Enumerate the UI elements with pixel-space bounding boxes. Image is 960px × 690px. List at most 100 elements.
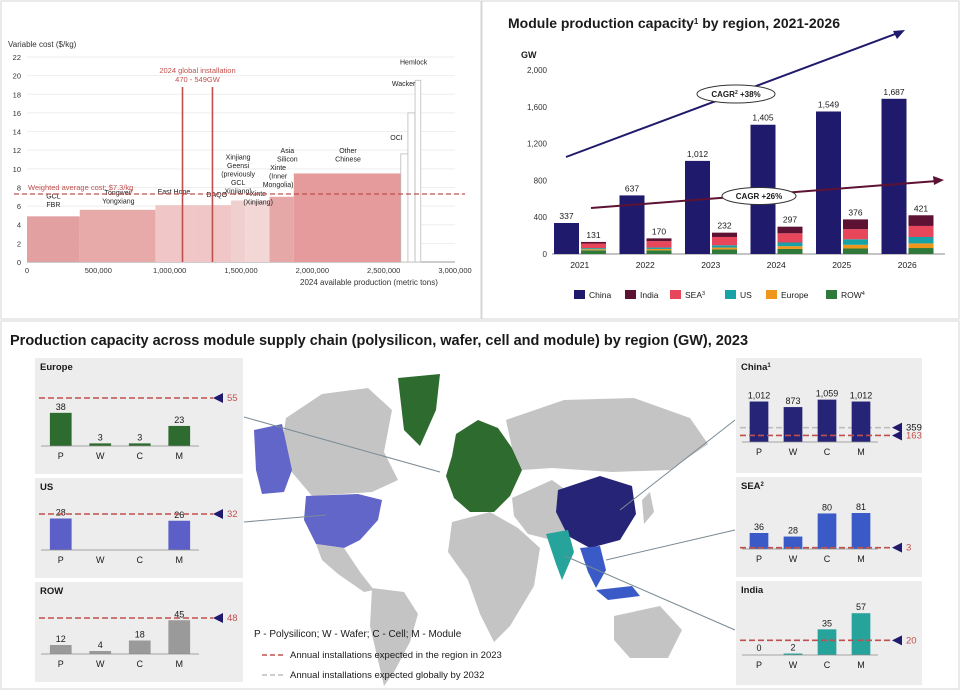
cost-segment-label: OCI <box>390 135 403 142</box>
others-stack-segment <box>581 241 606 244</box>
capacity-x-tick-label: 2022 <box>636 260 655 270</box>
legend-region-text: Annual installations expected in the reg… <box>290 650 502 661</box>
capacity-y-tick-label: 1,600 <box>527 103 548 112</box>
cost-y-axis-label: Variable cost ($/kg) <box>8 40 77 49</box>
cost-x-tick-label: 2,500,000 <box>367 266 400 275</box>
connector-india <box>564 555 736 631</box>
cost-segment <box>279 196 294 262</box>
others-stack-segment <box>843 239 868 245</box>
region-bar-label: 873 <box>785 396 800 406</box>
region-category-label: C <box>824 447 831 457</box>
region-bar <box>851 401 871 442</box>
legend-swatch <box>766 290 777 299</box>
region-bar <box>168 520 191 550</box>
others-stack-segment <box>712 249 737 254</box>
region-bar <box>49 645 72 654</box>
region-installations-label: 163 <box>906 430 922 441</box>
others-stack-segment <box>777 242 803 247</box>
region-bar <box>817 399 837 442</box>
region-category-label: M <box>176 555 184 565</box>
installations-marker-icon <box>213 613 223 623</box>
region-bar-label: 36 <box>754 522 764 532</box>
map-india <box>546 530 574 580</box>
others-total-label: 297 <box>783 215 797 225</box>
cost-segment-label: Asia Silicon <box>277 148 298 164</box>
china-bar-label: 1,012 <box>687 149 709 159</box>
china-bar-label: 1,405 <box>752 113 774 123</box>
capacity-y-tick-label: 2,000 <box>527 66 548 75</box>
others-stack-segment <box>908 243 934 249</box>
region-bar <box>49 412 72 446</box>
legend-label-text: ROW <box>841 290 862 300</box>
region-bar-label: 1,012 <box>850 391 873 401</box>
region-name-text: ROW <box>40 586 63 597</box>
cagr-china-tail: +38% <box>738 90 761 99</box>
region-installations-label: 32 <box>227 509 238 520</box>
others-stack-segment <box>843 248 868 254</box>
cost-segment <box>293 173 401 262</box>
region-bar-label: 81 <box>856 502 866 512</box>
cost-y-tick-label: 22 <box>13 53 21 62</box>
others-stack-segment <box>581 249 606 251</box>
region-category-label: M <box>176 451 184 461</box>
map-europe <box>446 420 522 512</box>
supply-chain-title: Production capacity across module supply… <box>10 333 748 349</box>
region-panels: Europe38P3W3C23M55US28PWC26M32ROW12P4W18… <box>35 358 922 685</box>
capacity-x-tick-label: 2023 <box>701 260 720 270</box>
others-stack-segment <box>646 248 672 251</box>
map-alaska <box>254 424 292 494</box>
cost-segment-label: DAQO <box>206 192 227 199</box>
region-category-label: M <box>857 660 865 670</box>
china-bar-label: 337 <box>559 211 573 221</box>
cost-y-tick-label: 10 <box>13 165 21 174</box>
map-south-america <box>370 588 418 686</box>
installation-label-1: 2024 global installation <box>159 66 235 75</box>
others-stack-segment <box>581 248 606 250</box>
cost-segment-label-line: Asia <box>281 148 295 155</box>
installations-marker-icon <box>892 542 902 553</box>
region-bar <box>783 407 803 442</box>
region-bar-label: 45 <box>174 609 184 619</box>
global-marker-icon <box>892 422 902 433</box>
others-stack-segment <box>908 215 934 226</box>
others-total-label: 170 <box>652 226 666 236</box>
cost-segment <box>231 200 246 262</box>
others-stack-segment <box>908 225 934 237</box>
region-panel-row: ROW 12 P 4 W 18 C 45 M 48 <box>35 582 243 682</box>
legend-label-sup: 4 <box>862 291 865 297</box>
cost-segment-label-line: GCL <box>46 194 61 201</box>
installations-marker-icon <box>213 393 223 403</box>
region-category-label: W <box>96 659 105 669</box>
cost-segment-label-line: (previously <box>221 172 255 179</box>
legend-global-text: Annual installations expected globally b… <box>290 670 484 681</box>
legend-label: SEA3 <box>685 290 705 300</box>
cagr-china-label: CAGR2 +38% <box>711 90 760 99</box>
china-bar <box>554 222 579 254</box>
region-bar <box>128 443 151 446</box>
others-total-label: 376 <box>848 207 862 217</box>
cost-segment-label-line: Hemlock <box>400 59 428 66</box>
cost-y-tick-label: 6 <box>17 202 21 211</box>
region-bar <box>783 536 803 549</box>
cost-x-tick-label: 2,000,000 <box>296 266 329 275</box>
cost-segment-label-line: GCL <box>231 180 246 187</box>
region-category-label: C <box>824 554 831 564</box>
cost-x-tick-label: 0 <box>25 266 29 275</box>
others-stack-segment <box>581 250 606 254</box>
region-bar <box>49 518 72 550</box>
legend-swatch <box>826 290 837 299</box>
capacity-x-tick-label: 2021 <box>570 260 589 270</box>
region-bar <box>783 653 803 655</box>
legend-label-text: SEA <box>685 290 702 300</box>
others-stack-segment <box>843 219 868 230</box>
cost-segment-label-line: Chinese <box>335 156 361 163</box>
region-category-label: W <box>96 555 105 565</box>
cost-segment-label-line: (Inner <box>269 173 288 180</box>
others-stack-segment <box>712 236 737 246</box>
capacity-x-tick-label: 2026 <box>898 260 917 270</box>
cost-segment-label: Xinjiang Geensi (previously GCL Xinjiang) <box>221 155 255 196</box>
map-canada <box>282 388 398 496</box>
region-category-label: W <box>789 447 798 457</box>
cost-segments <box>27 79 422 263</box>
cost-segment-label-line: Yongxiang <box>102 198 135 205</box>
